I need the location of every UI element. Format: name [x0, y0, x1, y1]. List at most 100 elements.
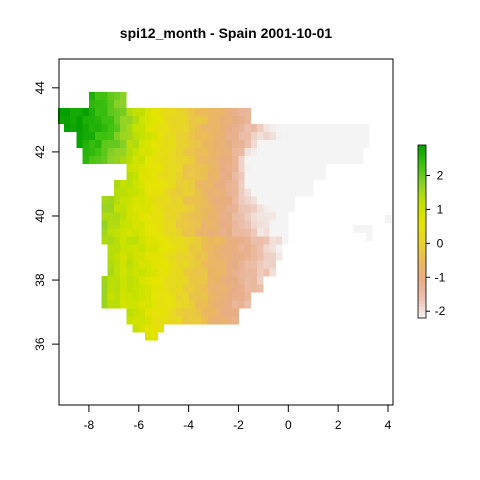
raster-cell: [188, 300, 196, 309]
raster-cell: [288, 171, 295, 181]
raster-cell: [70, 115, 77, 125]
raster-cell: [120, 244, 127, 253]
raster-cell: [275, 211, 283, 221]
raster-cell: [226, 300, 233, 309]
raster-cell: [257, 228, 264, 237]
raster-cell: [201, 123, 208, 133]
raster-cell: [157, 123, 164, 133]
raster-cell: [176, 300, 183, 309]
raster-cell: [169, 292, 177, 301]
raster-cell: [282, 211, 289, 221]
raster-cell: [319, 163, 326, 173]
raster-cell: [126, 123, 133, 133]
raster-cell: [207, 228, 214, 237]
raster-cell: [138, 308, 146, 317]
raster-cell: [194, 139, 202, 149]
raster-cell: [194, 171, 202, 181]
raster-cell: [201, 252, 208, 261]
raster-cell: [107, 284, 115, 293]
raster-cell: [263, 244, 270, 253]
raster-cell: [250, 244, 258, 253]
raster-cell: [238, 187, 245, 197]
y-tick-label: 42: [33, 145, 47, 159]
raster-cell: [132, 123, 140, 133]
legend-color-segment: [418, 179, 426, 183]
raster-cell: [126, 252, 133, 261]
raster-cell: [151, 316, 158, 325]
raster-cell: [344, 131, 351, 141]
raster-cell: [163, 171, 171, 181]
raster-cell: [182, 268, 189, 277]
raster-cell: [269, 268, 277, 277]
raster-cell: [138, 324, 146, 333]
raster-cell: [157, 228, 164, 237]
raster-cell: [288, 139, 295, 149]
raster-cell: [95, 155, 102, 165]
raster-cell: [176, 211, 183, 221]
raster-cell: [232, 292, 239, 301]
raster-cell: [226, 292, 233, 301]
raster-cell: [207, 123, 214, 133]
raster-cell: [163, 155, 171, 165]
raster-cell: [88, 139, 96, 149]
raster-cell: [194, 155, 202, 165]
legend-color-segment: [418, 277, 426, 281]
raster-cell: [232, 131, 239, 141]
raster-cell: [269, 236, 277, 245]
raster-cell: [126, 260, 133, 269]
legend-tick-label: 1: [437, 202, 444, 216]
raster-cell: [207, 219, 214, 229]
legend-color-segment: [418, 309, 426, 313]
raster-cell: [257, 147, 264, 157]
legend-color-segment: [418, 268, 426, 273]
raster-cell: [257, 131, 264, 141]
raster-cell: [144, 171, 152, 181]
raster-cell: [269, 211, 277, 221]
raster-cell: [107, 195, 115, 205]
raster-cell: [120, 219, 127, 229]
raster-cell: [250, 171, 258, 181]
raster-cell: [88, 107, 96, 117]
raster-cell: [226, 163, 233, 173]
raster-cell: [226, 123, 233, 133]
raster-cell: [132, 300, 140, 309]
raster-cell: [207, 300, 214, 309]
raster-cell: [213, 107, 221, 117]
raster-cell: [132, 211, 140, 221]
raster-cell: [313, 123, 320, 133]
legend-color-segment: [418, 162, 426, 166]
raster-cell: [338, 155, 345, 165]
raster-cell: [132, 107, 140, 117]
raster-cell: [76, 115, 83, 125]
raster-cell: [263, 131, 270, 141]
raster-cell: [244, 107, 252, 117]
raster-cell: [132, 276, 140, 285]
raster-cell: [257, 163, 264, 173]
raster-cell: [238, 123, 245, 133]
raster-cell: [132, 171, 140, 181]
raster-cell: [244, 187, 252, 197]
raster-cell: [176, 195, 183, 205]
raster-cell: [288, 131, 295, 141]
raster-cell: [182, 276, 189, 285]
raster-cell: [201, 107, 208, 117]
raster-cell: [194, 308, 202, 317]
raster-cell: [219, 244, 227, 253]
raster-cell: [157, 107, 164, 117]
raster-cell: [350, 139, 358, 149]
raster-cell: [132, 260, 140, 269]
raster-cell: [226, 228, 233, 237]
raster-cell: [144, 284, 152, 293]
raster-cell: [250, 252, 258, 261]
x-tick-label: -4: [183, 418, 194, 432]
raster-cell: [182, 131, 189, 141]
raster-cell: [138, 171, 146, 181]
raster-cell: [182, 219, 189, 229]
raster-cell: [151, 123, 158, 133]
raster-cell: [169, 179, 177, 189]
raster-cell: [194, 252, 202, 261]
raster-cell: [163, 260, 171, 269]
raster-cell: [363, 123, 370, 133]
raster-cell: [169, 284, 177, 293]
raster-cell: [207, 236, 214, 245]
